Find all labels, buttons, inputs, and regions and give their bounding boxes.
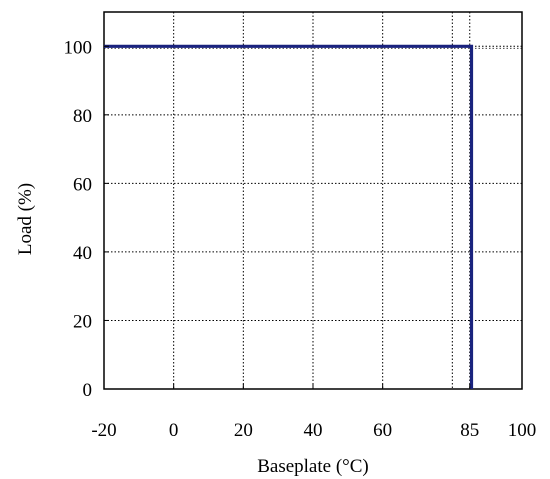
x-tick-label: 20 <box>234 420 253 441</box>
x-tick-label: 85 <box>460 420 479 441</box>
grid-lines <box>104 12 522 389</box>
series-group <box>104 44 474 389</box>
y-tick-label: 80 <box>73 106 92 127</box>
y-axis-ticks: 0 20 40 60 80 100 <box>64 37 109 401</box>
y-tick-label: 60 <box>73 174 92 195</box>
y-tick-label: 0 <box>83 380 93 401</box>
x-tick-label: -20 <box>91 420 116 441</box>
y-tick-label: 100 <box>64 37 93 58</box>
x-tick-label: 100 <box>508 420 537 441</box>
series-line <box>104 44 474 389</box>
y-tick-label: 40 <box>73 243 92 264</box>
x-axis-ticks: -20 0 20 40 60 85 100 <box>91 384 536 441</box>
y-axis-title: Load (%) <box>15 183 36 255</box>
x-tick-label: 60 <box>373 420 392 441</box>
x-axis-title: Baseplate (°C) <box>257 456 369 477</box>
y-tick-label: 20 <box>73 311 92 332</box>
x-tick-label: 0 <box>169 420 179 441</box>
x-tick-label: 40 <box>304 420 323 441</box>
